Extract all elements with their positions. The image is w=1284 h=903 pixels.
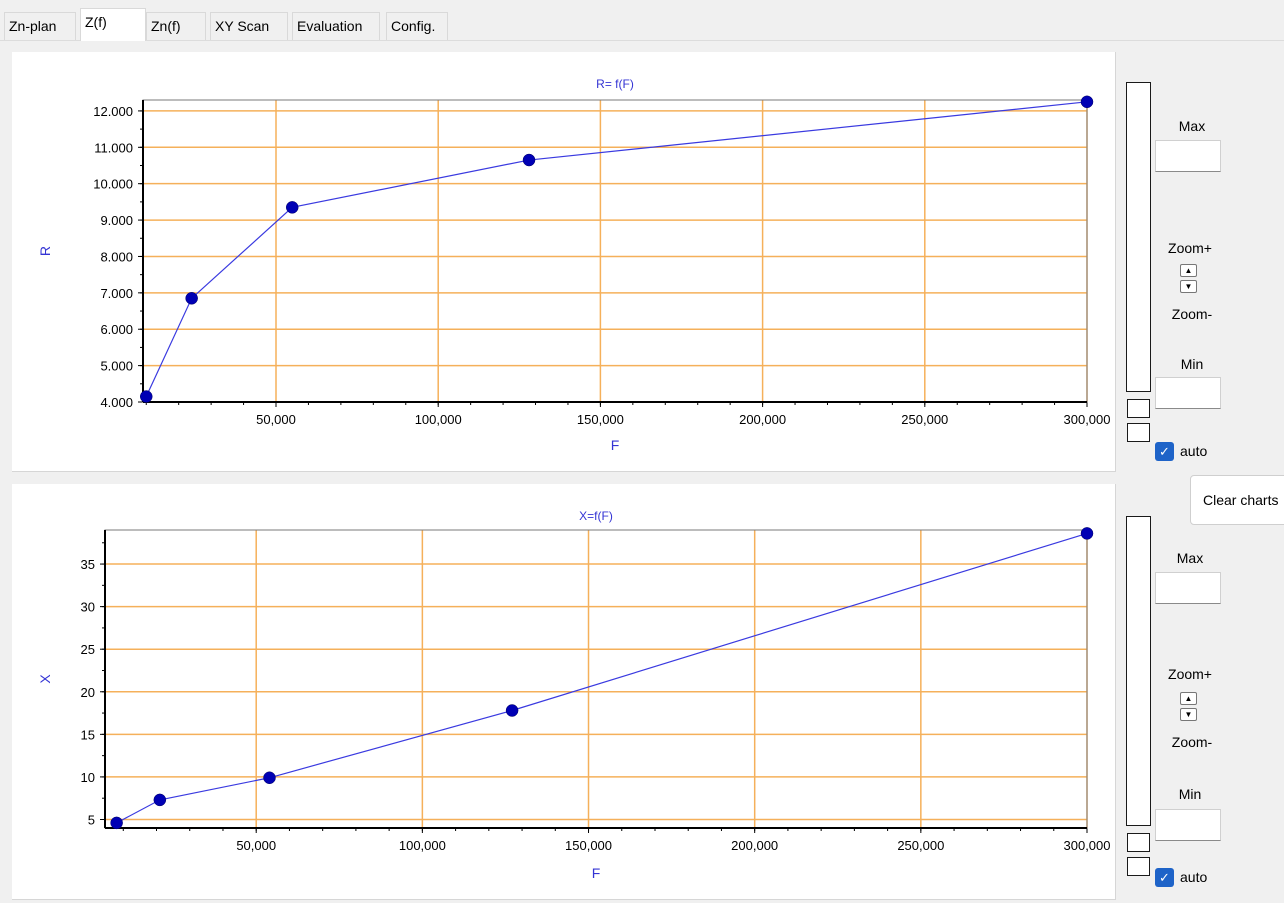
data-point — [1080, 527, 1094, 540]
x-small-box-2[interactable] — [1127, 857, 1150, 876]
r-max-input[interactable] — [1155, 140, 1221, 172]
x-tick-label: 250,000 — [897, 838, 944, 853]
x-tick-label: 250,000 — [901, 412, 948, 427]
x-zoom-out-icon[interactable]: ▼ — [1180, 708, 1197, 721]
r-auto-label: auto — [1180, 443, 1208, 459]
y-tick-label: 8.000 — [100, 249, 133, 264]
x-axis-title: F — [592, 865, 601, 881]
x-tick-label: 300,000 — [1064, 412, 1111, 427]
y-tick-label: 35 — [81, 557, 95, 572]
x-tick-label: 100,000 — [415, 412, 462, 427]
x-max-label: Max — [1176, 550, 1204, 566]
y-tick-label: 6.000 — [100, 322, 133, 337]
x-max-input[interactable] — [1155, 572, 1221, 604]
x-zoom-in-icon[interactable]: ▲ — [1180, 692, 1197, 705]
y-tick-label: 30 — [81, 600, 95, 615]
y-tick-label: 15 — [81, 727, 95, 742]
x-zoom-minus-label: Zoom- — [1171, 734, 1213, 750]
x-chart: 50,000 100,000 150,000 200,000 250,000 300,00… — [37, 509, 1111, 881]
data-point — [505, 704, 519, 717]
tab-evaluation[interactable]: Evaluation — [292, 12, 380, 40]
y-tick-label: 5 — [88, 812, 95, 827]
x-tick-label: 150,000 — [577, 412, 624, 427]
x-tick-label: 200,000 — [739, 412, 786, 427]
x-small-box-1[interactable] — [1127, 833, 1150, 852]
x-auto-checkbox[interactable]: ✓ — [1155, 868, 1174, 887]
data-point — [153, 793, 167, 807]
x-min-label: Min — [1178, 786, 1202, 802]
y-tick-label: 11.000 — [94, 140, 133, 155]
x-tick-label: 200,000 — [731, 838, 778, 853]
r-zoom-plus-label: Zoom+ — [1168, 240, 1212, 256]
tab-strip-divider — [0, 40, 1284, 41]
tab-config[interactable]: Config. — [386, 12, 448, 40]
tab-z-f[interactable]: Z(f) — [80, 8, 146, 41]
x-scroll-range-bar[interactable] — [1126, 516, 1151, 826]
y-tick-label: 7.000 — [100, 286, 133, 301]
x-tick-label: 100,000 — [399, 838, 446, 853]
tab-strip: Zn-plan Z(f) Zn(f) XY Scan Evaluation Co… — [0, 0, 1284, 42]
x-tick-label: 300,000 — [1064, 838, 1111, 853]
r-small-box-2[interactable] — [1127, 423, 1150, 442]
tab-zn-plan[interactable]: Zn-plan — [4, 12, 76, 40]
r-scroll-range-bar[interactable] — [1126, 82, 1151, 392]
r-min-input[interactable] — [1155, 377, 1221, 409]
y-tick-label: 4.000 — [100, 395, 133, 410]
y-tick-label: 10 — [81, 770, 95, 785]
y-tick-label: 12.000 — [93, 104, 133, 119]
x-axis-title: F — [611, 437, 620, 453]
y-tick-label: 5.000 — [100, 359, 133, 374]
r-min-label: Min — [1180, 356, 1204, 372]
chart-title: R= f(F) — [596, 77, 634, 91]
y-axis-title: R — [37, 246, 53, 256]
data-point — [263, 771, 276, 785]
plot-area — [105, 530, 1087, 828]
r-max-label: Max — [1178, 118, 1206, 134]
plot-area — [143, 100, 1087, 402]
y-tick-label: 10.000 — [93, 177, 133, 192]
data-point — [110, 816, 123, 830]
x-min-input[interactable] — [1155, 809, 1221, 841]
r-auto-checkbox[interactable]: ✓ — [1155, 442, 1174, 461]
chart-title: X=f(F) — [579, 509, 613, 523]
x-tick-label: 50,000 — [236, 838, 276, 853]
r-zoom-minus-label: Zoom- — [1171, 306, 1213, 322]
tab-zn-f[interactable]: Zn(f) — [146, 12, 206, 40]
r-chart-panel: 50,000 100,000 150,000 200,000 250,000 300,00… — [12, 52, 1116, 472]
x-tick-label: 50,000 — [256, 412, 296, 427]
y-axis-title: X — [37, 674, 53, 684]
y-tick-label: 25 — [81, 642, 95, 657]
y-tick-label: 9.000 — [100, 213, 133, 228]
y-tick-label: 20 — [81, 685, 95, 700]
data-point — [185, 292, 198, 305]
data-point — [522, 153, 536, 167]
clear-charts-button[interactable]: Clear charts — [1190, 475, 1284, 525]
r-small-box-1[interactable] — [1127, 399, 1150, 418]
data-point — [1080, 95, 1094, 109]
tab-xy-scan[interactable]: XY Scan — [210, 12, 288, 40]
r-chart: 50,000 100,000 150,000 200,000 250,000 300,00… — [37, 77, 1111, 453]
r-zoom-in-icon[interactable]: ▲ — [1180, 264, 1197, 277]
x-tick-label: 150,000 — [565, 838, 612, 853]
data-point — [139, 390, 153, 403]
x-zoom-plus-label: Zoom+ — [1168, 666, 1212, 682]
data-point — [285, 201, 299, 214]
x-auto-label: auto — [1180, 869, 1208, 885]
r-zoom-out-icon[interactable]: ▼ — [1180, 280, 1197, 293]
x-chart-panel: 50,000 100,000 150,000 200,000 250,000 300,00… — [12, 484, 1116, 900]
